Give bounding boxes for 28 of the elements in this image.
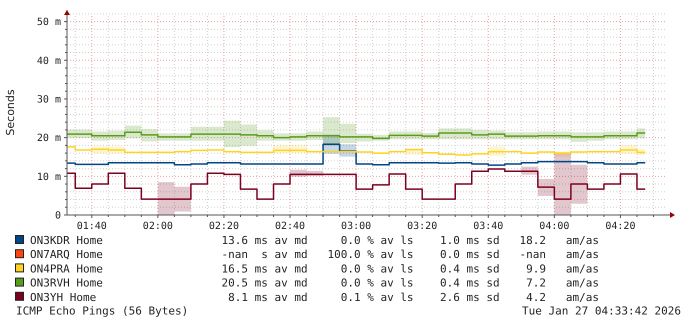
y-tick-label: 20 m [36, 133, 61, 144]
x-tick-label: 04:20 [605, 221, 636, 232]
text: 20.5 ms av md 0.0 % av ls 0.4 ms sd 7.2 am/as [222, 276, 599, 290]
x-tick-label: 03:40 [473, 221, 504, 232]
legend-label: ON3YH Home [30, 290, 96, 304]
x-tick-label: 03:20 [407, 221, 438, 232]
text: ICMP Echo Pings (56 Bytes) [16, 304, 188, 318]
x-tick-label: 02:20 [208, 221, 239, 232]
legend-label: ON3KDR Home [30, 234, 103, 247]
x-tick-label: 02:00 [142, 221, 173, 232]
x-tick-label: 04:00 [539, 221, 570, 232]
legend-label: ON7ARQ Home [30, 248, 103, 262]
x-tick-label: 03:00 [341, 221, 372, 232]
legend-label: ON3RVH Home [30, 276, 103, 290]
y-tick-label: 30 m [36, 94, 61, 106]
y-tick-label: 0 [54, 210, 61, 222]
x-tick-label: 02:40 [274, 221, 306, 232]
text: Tue Jan 27 04:33:42 2026 [522, 304, 681, 318]
y-tick-label: 10 m [36, 172, 61, 183]
text: 13.6 ms av md 0.0 % av ls 1.0 ms sd 18.2 am/as [222, 234, 599, 247]
legend-label: ON4PRA Home [30, 262, 103, 276]
x-tick-label: 01:40 [76, 221, 107, 232]
text: 8.1 ms av md 0.1 % av ls 2.6 ms sd 4.2 am/as [228, 290, 599, 304]
text: 16.5 ms av md 0.0 % av ls 0.4 ms sd 9.9 am/as [222, 262, 599, 276]
text: -nan s av md 100.0 % av ls 0.0 ms sd -nan am/as [222, 248, 599, 262]
y-tick-label: 50 m [36, 17, 61, 28]
y-axis-title: Seconds [4, 89, 17, 136]
y-tick-label: 40 m [36, 56, 61, 67]
